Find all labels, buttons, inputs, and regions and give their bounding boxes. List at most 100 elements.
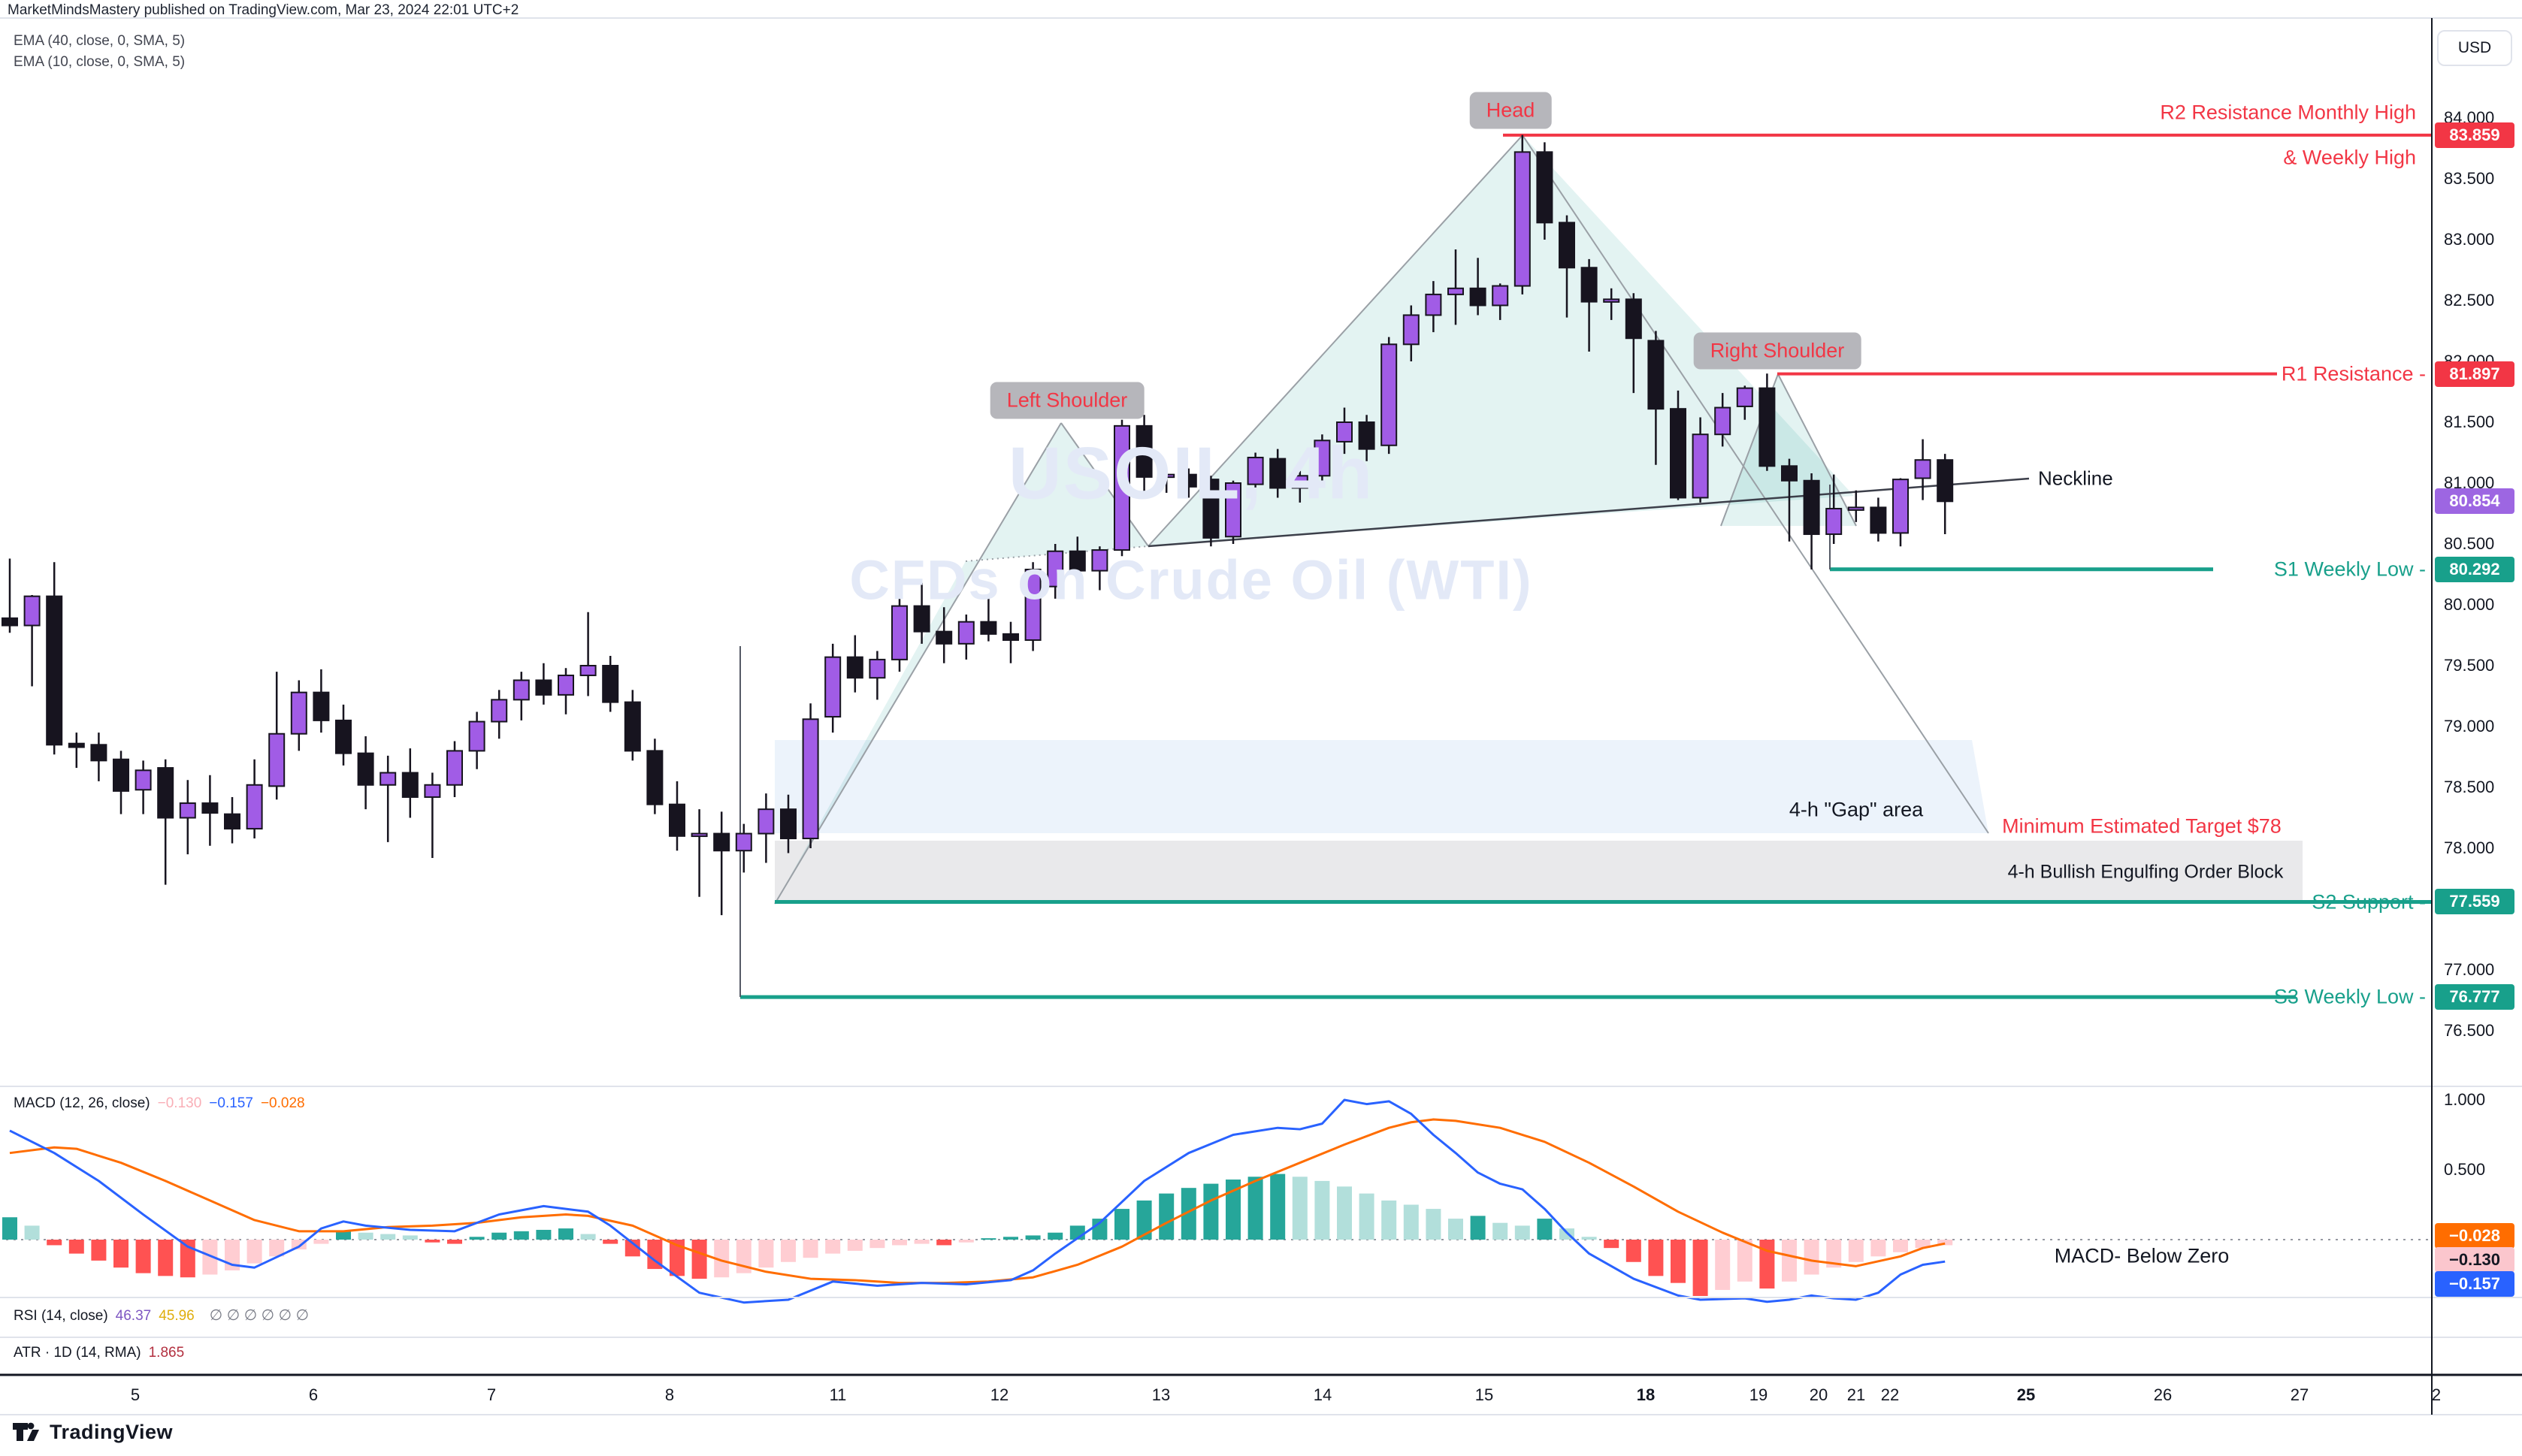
candle-up xyxy=(1603,298,1620,303)
candle-up xyxy=(491,699,508,723)
macd-histogram-bar xyxy=(1492,1222,1508,1240)
time-label-12: 12 xyxy=(990,1385,1009,1404)
r2-annotation-line2: & Weekly High xyxy=(2283,146,2416,169)
time-label-15: 15 xyxy=(1474,1385,1494,1404)
macd-histogram-bar xyxy=(691,1240,707,1279)
macd-histogram-bar xyxy=(91,1240,107,1261)
atr-value: 1.865 xyxy=(148,1345,185,1361)
candle-up xyxy=(513,679,530,701)
target-annotation: Minimum Estimated Target $78 xyxy=(2002,814,2282,838)
currency-button[interactable]: USD xyxy=(2437,30,2512,66)
candle-up xyxy=(424,784,441,798)
macd-histogram-bar xyxy=(47,1240,62,1246)
candle-down xyxy=(157,767,174,819)
candle-up xyxy=(1225,482,1241,538)
macd-histogram-bar xyxy=(1092,1219,1108,1240)
watermark-symbol: USOIL, 4h xyxy=(1008,431,1374,515)
candle-down xyxy=(646,750,664,805)
macd-main-line xyxy=(9,1098,1946,1304)
s3-annotation: S3 Weekly Low - xyxy=(2273,985,2426,1008)
time-label-5: 5 xyxy=(130,1385,141,1404)
candle-down xyxy=(1536,151,1553,224)
macd-histogram-bar xyxy=(1403,1204,1419,1240)
candle-down xyxy=(1870,506,1887,534)
tradingview-logo[interactable]: TradingView xyxy=(12,1418,173,1445)
macd-histogram-bar xyxy=(358,1232,373,1240)
macd-histogram-bar xyxy=(1470,1216,1486,1240)
macd-indicator-row[interactable]: MACD (12, 26, close) −0.130 −0.157 −0.028 xyxy=(14,1095,320,1112)
candle-up xyxy=(1158,473,1175,479)
candle-up xyxy=(1914,459,1931,479)
time-label-21: 21 xyxy=(1846,1385,1866,1404)
macd-histogram-bar xyxy=(336,1231,351,1240)
candle-down xyxy=(1937,459,1954,503)
macd-histogram-bar xyxy=(513,1231,529,1240)
candle-down xyxy=(669,803,685,837)
macd-histogram-bar xyxy=(1314,1180,1330,1240)
time-label-8: 8 xyxy=(664,1385,675,1404)
rsi-value: 45.96 xyxy=(159,1308,195,1324)
pattern-fill xyxy=(775,423,1148,904)
price-tick: 79.500 xyxy=(2444,656,2495,675)
candle-down xyxy=(1758,387,1776,467)
candle-down xyxy=(1269,458,1287,489)
time-label-2: 2 xyxy=(2431,1385,2442,1404)
tradingview-logo-icon xyxy=(13,1422,39,1441)
macd-histogram-bar xyxy=(803,1240,818,1258)
candle-down xyxy=(1180,473,1197,488)
candle-down xyxy=(936,630,953,645)
candle-up xyxy=(957,621,975,645)
candle-down xyxy=(780,808,797,840)
candle-up xyxy=(758,808,775,835)
candle-up xyxy=(1825,508,1843,536)
macd-histogram-bar xyxy=(2,1217,17,1240)
macd-histogram-bar xyxy=(1448,1219,1463,1240)
macd-histogram-bar xyxy=(1159,1193,1175,1240)
time-label-11: 11 xyxy=(829,1385,847,1404)
candle-down xyxy=(913,605,930,633)
macd-histogram-bar xyxy=(246,1240,262,1264)
candle-down xyxy=(357,752,374,786)
macd-histogram-bar xyxy=(24,1225,40,1240)
r2-annotation-line1: R2 Resistance Monthly High xyxy=(2160,101,2416,124)
pattern-line xyxy=(774,422,1062,905)
macd-histogram-bar xyxy=(958,1240,974,1243)
macd-badge-−0.028: −0.028 xyxy=(2435,1223,2514,1249)
candle-down xyxy=(1202,479,1220,539)
time-label-7: 7 xyxy=(486,1385,497,1404)
candle-up xyxy=(824,656,842,718)
macd-histogram-bar xyxy=(1671,1240,1686,1283)
price-badge-80.854: 80.854 xyxy=(2435,488,2514,514)
watermark-description: CFDs on Crude Oil (WTI) xyxy=(849,548,1533,612)
candle-down xyxy=(1647,340,1665,410)
ema10-indicator-label[interactable]: EMA (10, close, 0, SMA, 5) xyxy=(14,54,186,70)
pattern-line xyxy=(1777,373,1857,527)
candle-up xyxy=(1024,569,1042,641)
macd-histogram-bar xyxy=(847,1240,863,1251)
macd-histogram-bar xyxy=(1537,1219,1553,1240)
macd-histogram-bar xyxy=(1937,1240,1953,1246)
macd-histogram-bar xyxy=(1692,1240,1708,1296)
macd-histogram-bar xyxy=(1893,1240,1908,1252)
candle-up xyxy=(1692,433,1709,499)
time-label-20: 20 xyxy=(1809,1385,1828,1404)
ema40-indicator-label[interactable]: EMA (40, close, 0, SMA, 5) xyxy=(14,33,186,49)
price-tick: 76.500 xyxy=(2444,1021,2495,1040)
candle-up xyxy=(1492,285,1509,307)
candle-down xyxy=(68,742,85,748)
candle-down xyxy=(1781,465,1798,482)
pattern-fill xyxy=(1721,374,1856,526)
macd-histogram-bar xyxy=(1359,1193,1374,1240)
candle-down xyxy=(535,679,552,696)
macd-histogram-bar xyxy=(202,1240,218,1275)
price-tick: 80.000 xyxy=(2444,595,2495,614)
atr-indicator-row[interactable]: ATR · 1D (14, RMA) 1.865 xyxy=(14,1345,192,1361)
macd-histogram-bar xyxy=(624,1240,640,1257)
candle-up xyxy=(23,595,41,627)
candle-up xyxy=(1291,475,1308,489)
macd-histogram-bar xyxy=(1025,1235,1041,1240)
attribution-text: MarketMindsMastery published on TradingV… xyxy=(8,2,519,18)
rsi-indicator-row[interactable]: RSI (14, close) 46.37 45.96 ∅ ∅ ∅ ∅ ∅ ∅ xyxy=(14,1306,316,1325)
